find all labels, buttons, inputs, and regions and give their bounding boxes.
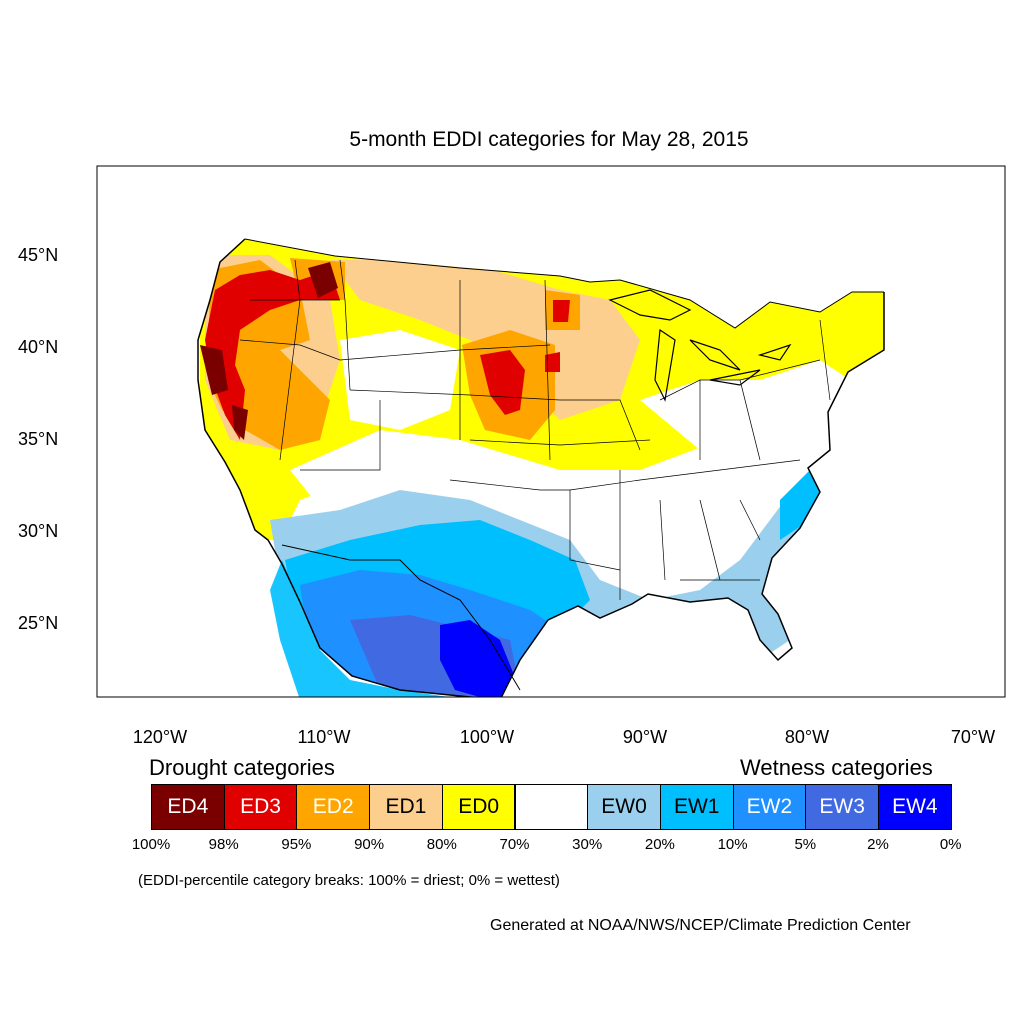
legend-box-ew4: EW4: [878, 784, 952, 830]
map-frame: [96, 165, 1006, 698]
lat-label-45: 45°N: [18, 245, 59, 265]
mexico-border: [281, 544, 521, 691]
ed4-region-montana: [308, 262, 338, 298]
legend-break-label: 98%: [208, 836, 239, 853]
ed4-region-sierra: [232, 405, 248, 440]
lon-label-70: 70°W: [950, 727, 996, 747]
lat-label-35: 35°N: [18, 429, 59, 449]
legend-break-label: 2%: [867, 836, 889, 853]
ed4-region-calif: [200, 345, 228, 395]
wetness-heading: Wetness categories: [740, 755, 933, 780]
lon-label-110: 110°W: [297, 727, 351, 747]
ew4-region-texas: [440, 620, 520, 697]
ed3-region-sd: [545, 352, 560, 372]
legend-box-ed4: ED4: [151, 784, 225, 830]
ed3-region-pnw: [205, 270, 340, 440]
boundary-lines: [197, 238, 885, 697]
ed3-region-nebraska: [480, 350, 525, 415]
legend-break-label: 10%: [717, 836, 748, 853]
neutral-region-east: [640, 360, 850, 450]
credit-text: Generated at NOAA/NWS/NCEP/Climate Predi…: [490, 917, 911, 934]
lat-label-40: 40°N: [18, 337, 59, 357]
legend-break-label: 30%: [572, 836, 603, 853]
lon-label-120: 120°W: [132, 727, 188, 747]
coastline: [197, 238, 885, 697]
legend-break-label: 20%: [644, 836, 675, 853]
map-title: 5-month EDDI categories for May 28, 2015: [349, 128, 749, 151]
legend-box-ew0: EW0: [587, 784, 661, 830]
legend-break-label: 5%: [794, 836, 817, 853]
neutral-region-central: [290, 400, 830, 590]
lon-label-100: 100°W: [459, 727, 515, 747]
lat-label-30: 30°N: [18, 521, 59, 541]
legend-break-label: 100%: [131, 836, 171, 853]
mexico-fill: [270, 560, 449, 697]
legend-box-ed3: ED3: [223, 784, 298, 830]
lat-label-25: 25°N: [18, 613, 59, 633]
legend-break-label: 70%: [499, 836, 530, 853]
canada-border: [244, 238, 884, 329]
legend-box-ed1: ED1: [369, 784, 443, 830]
legend-break-label: 0%: [939, 836, 962, 853]
legend-break-label: 80%: [426, 836, 457, 853]
legend-box-ew2: EW2: [732, 784, 807, 830]
legend-break-label: 90%: [354, 836, 385, 853]
legend-box-neutral: [514, 784, 589, 830]
lon-label-90: 90°W: [622, 727, 668, 747]
legend-box-ed2: ED2: [296, 784, 371, 830]
category-fill-layer: [200, 239, 884, 697]
neutral-region-rockies: [340, 330, 460, 430]
drought-heading: Drought categories: [149, 755, 335, 780]
legend-box-ed0: ED0: [441, 784, 516, 830]
legend-break-label: 95%: [281, 836, 312, 853]
ed3-region-dakota: [553, 300, 570, 322]
legend-box-ew1: EW1: [659, 784, 734, 830]
category-note: (EDDI-percentile category breaks: 100% =…: [138, 872, 560, 889]
legend-box-ew3: EW3: [805, 784, 879, 830]
great-lakes: [608, 289, 792, 402]
state-lines: [239, 259, 831, 600]
lon-label-80: 80°W: [784, 727, 830, 747]
